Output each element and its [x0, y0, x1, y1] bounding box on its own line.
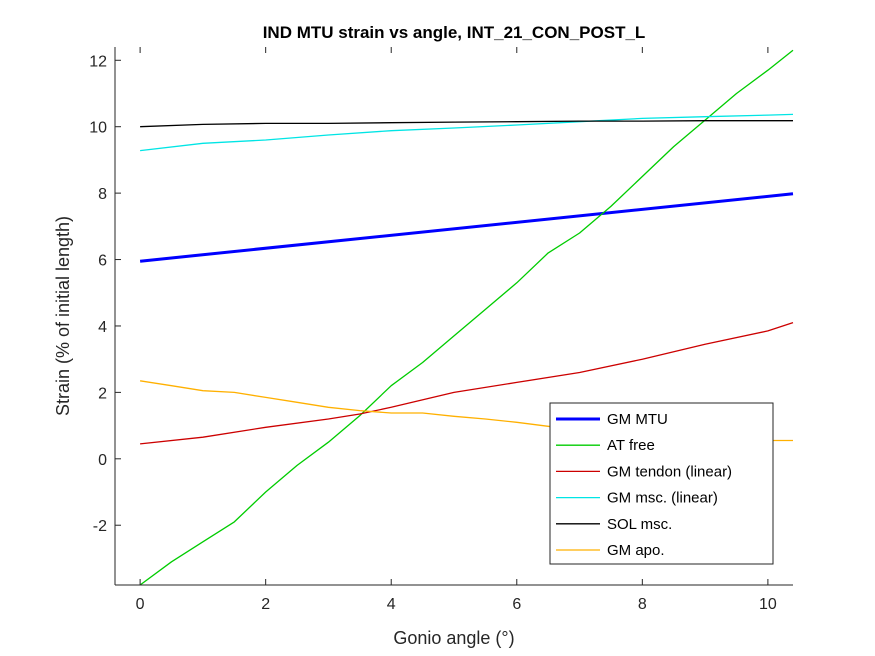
y-tick-label: 12 [89, 53, 107, 70]
legend: GM MTU AT free GM tendon (linear) GM msc. (… [549, 402, 774, 565]
series-line-2 [140, 321, 794, 445]
y-ticks: -2 0 2 4 6 8 10 12 [89, 53, 121, 535]
x-tick-label: 10 [759, 596, 777, 613]
y-tick-label: 2 [98, 385, 107, 402]
chart-title: IND MTU strain vs angle, INT_21_CON_POST… [263, 23, 646, 42]
legend-label: GM msc. (linear) [607, 490, 718, 507]
x-tick-label: 6 [512, 596, 521, 613]
y-tick-label: 8 [98, 186, 107, 203]
legend-label: AT free [607, 437, 655, 454]
legend-label: SOL msc. [607, 516, 672, 533]
series-line-1 [139, 49, 794, 586]
legend-label: GM tendon (linear) [607, 463, 732, 480]
x-tick-label: 4 [387, 596, 396, 613]
y-tick-label: 6 [98, 253, 107, 270]
legend-entries: GM MTU AT free GM tendon (linear) GM msc. (… [556, 411, 732, 559]
legend-box [549, 402, 774, 565]
y-axis-label: Strain (% of initial length) [53, 216, 73, 416]
y-tick-label: 4 [98, 319, 107, 336]
legend-label: GM apo. [607, 542, 665, 559]
x-tick-label: 2 [261, 596, 270, 613]
x-tick-label: 0 [136, 596, 145, 613]
legend-label: GM MTU [607, 411, 668, 428]
x-tick-label: 8 [638, 596, 647, 613]
series-line-3 [140, 113, 794, 152]
x-ticks: 0 2 4 6 8 10 [136, 47, 777, 613]
x-axis-label: Gonio angle (°) [393, 628, 514, 648]
y-tick-label: 10 [89, 120, 107, 137]
y-tick-label: 0 [98, 452, 107, 469]
series-line-0 [139, 192, 794, 263]
series-line-4 [140, 120, 793, 128]
y-tick-label: -2 [93, 518, 107, 535]
